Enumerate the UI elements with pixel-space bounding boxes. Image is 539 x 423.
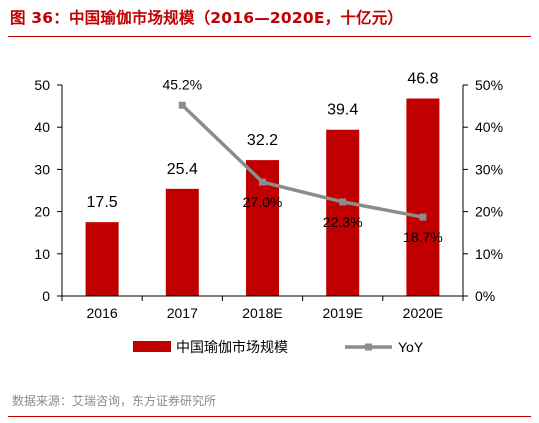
bar-value-label: 46.8 [407,71,438,88]
chart-title: 图 36：中国瑜伽市场规模（2016—2020E，十亿元） [10,9,404,27]
y-left-tick-label: 30 [34,161,50,177]
bar-2017 [165,188,199,296]
yoy-value-label: 22.3% [323,214,363,230]
bar-2016 [85,222,119,296]
x-tick-label: 2020E [403,305,443,321]
legend-label-market-size: 中国瑜伽市场规模 [176,339,288,356]
y-left-tick-label: 20 [34,204,50,220]
yoy-point-2020E [419,213,427,221]
footer-divider [8,416,531,417]
y-right-tick-label: 30% [475,161,503,177]
bar-value-label: 32.2 [247,132,278,149]
yoy-value-label: 18.7% [403,229,443,245]
legend: 中国瑜伽市场规模 YoY [133,339,424,356]
y-right-tick-label: 0% [475,288,495,304]
bar-value-label: 39.4 [327,102,358,119]
yoy-point-2018E [259,178,266,186]
yoy-value-label: 27.0% [243,194,283,210]
bar-series [85,98,440,296]
data-source-note: 数据来源：艾瑞咨询，东方证券研究所 [12,394,217,408]
legend-marker-yoy [365,343,372,351]
yoy-line-series [178,101,427,221]
yoy-point-2019E [339,198,347,206]
yoy-value-label: 45.2% [162,76,202,92]
yoy-line [181,103,424,219]
data-labels: 17.5 25.4 32.2 39.4 46.8 45.2% 27.0% 22.3% 18.7% [87,71,443,246]
yoy-point-2017 [178,101,186,109]
bar-value-label: 17.5 [87,194,118,211]
y-left-tick-label: 50 [34,77,50,93]
bar-value-label: 25.4 [167,161,198,178]
y-left-tick-label: 0 [42,288,50,304]
bar-2020E [406,98,440,296]
x-tick-label: 2016 [87,305,118,321]
axes: 0 10 20 30 40 50 0% 10% 20% 30% 40% 50% 2016 2017 2018… [34,77,503,321]
y-right-tick-label: 50% [475,77,503,93]
legend-swatch-market-size [133,341,171,352]
x-tick-label: 2018E [242,305,282,321]
x-tick-label: 2017 [167,305,198,321]
y-right-tick-label: 40% [475,119,503,135]
y-right-tick-label: 20% [475,204,503,220]
y-right-tick-label: 10% [475,246,503,262]
y-left-tick-label: 10 [34,246,50,262]
bar-2019E [326,129,360,296]
y-left-tick-label: 40 [34,119,50,135]
x-tick-label: 2019E [322,305,362,321]
title-divider [8,36,531,37]
legend-label-yoy: YoY [398,339,424,355]
